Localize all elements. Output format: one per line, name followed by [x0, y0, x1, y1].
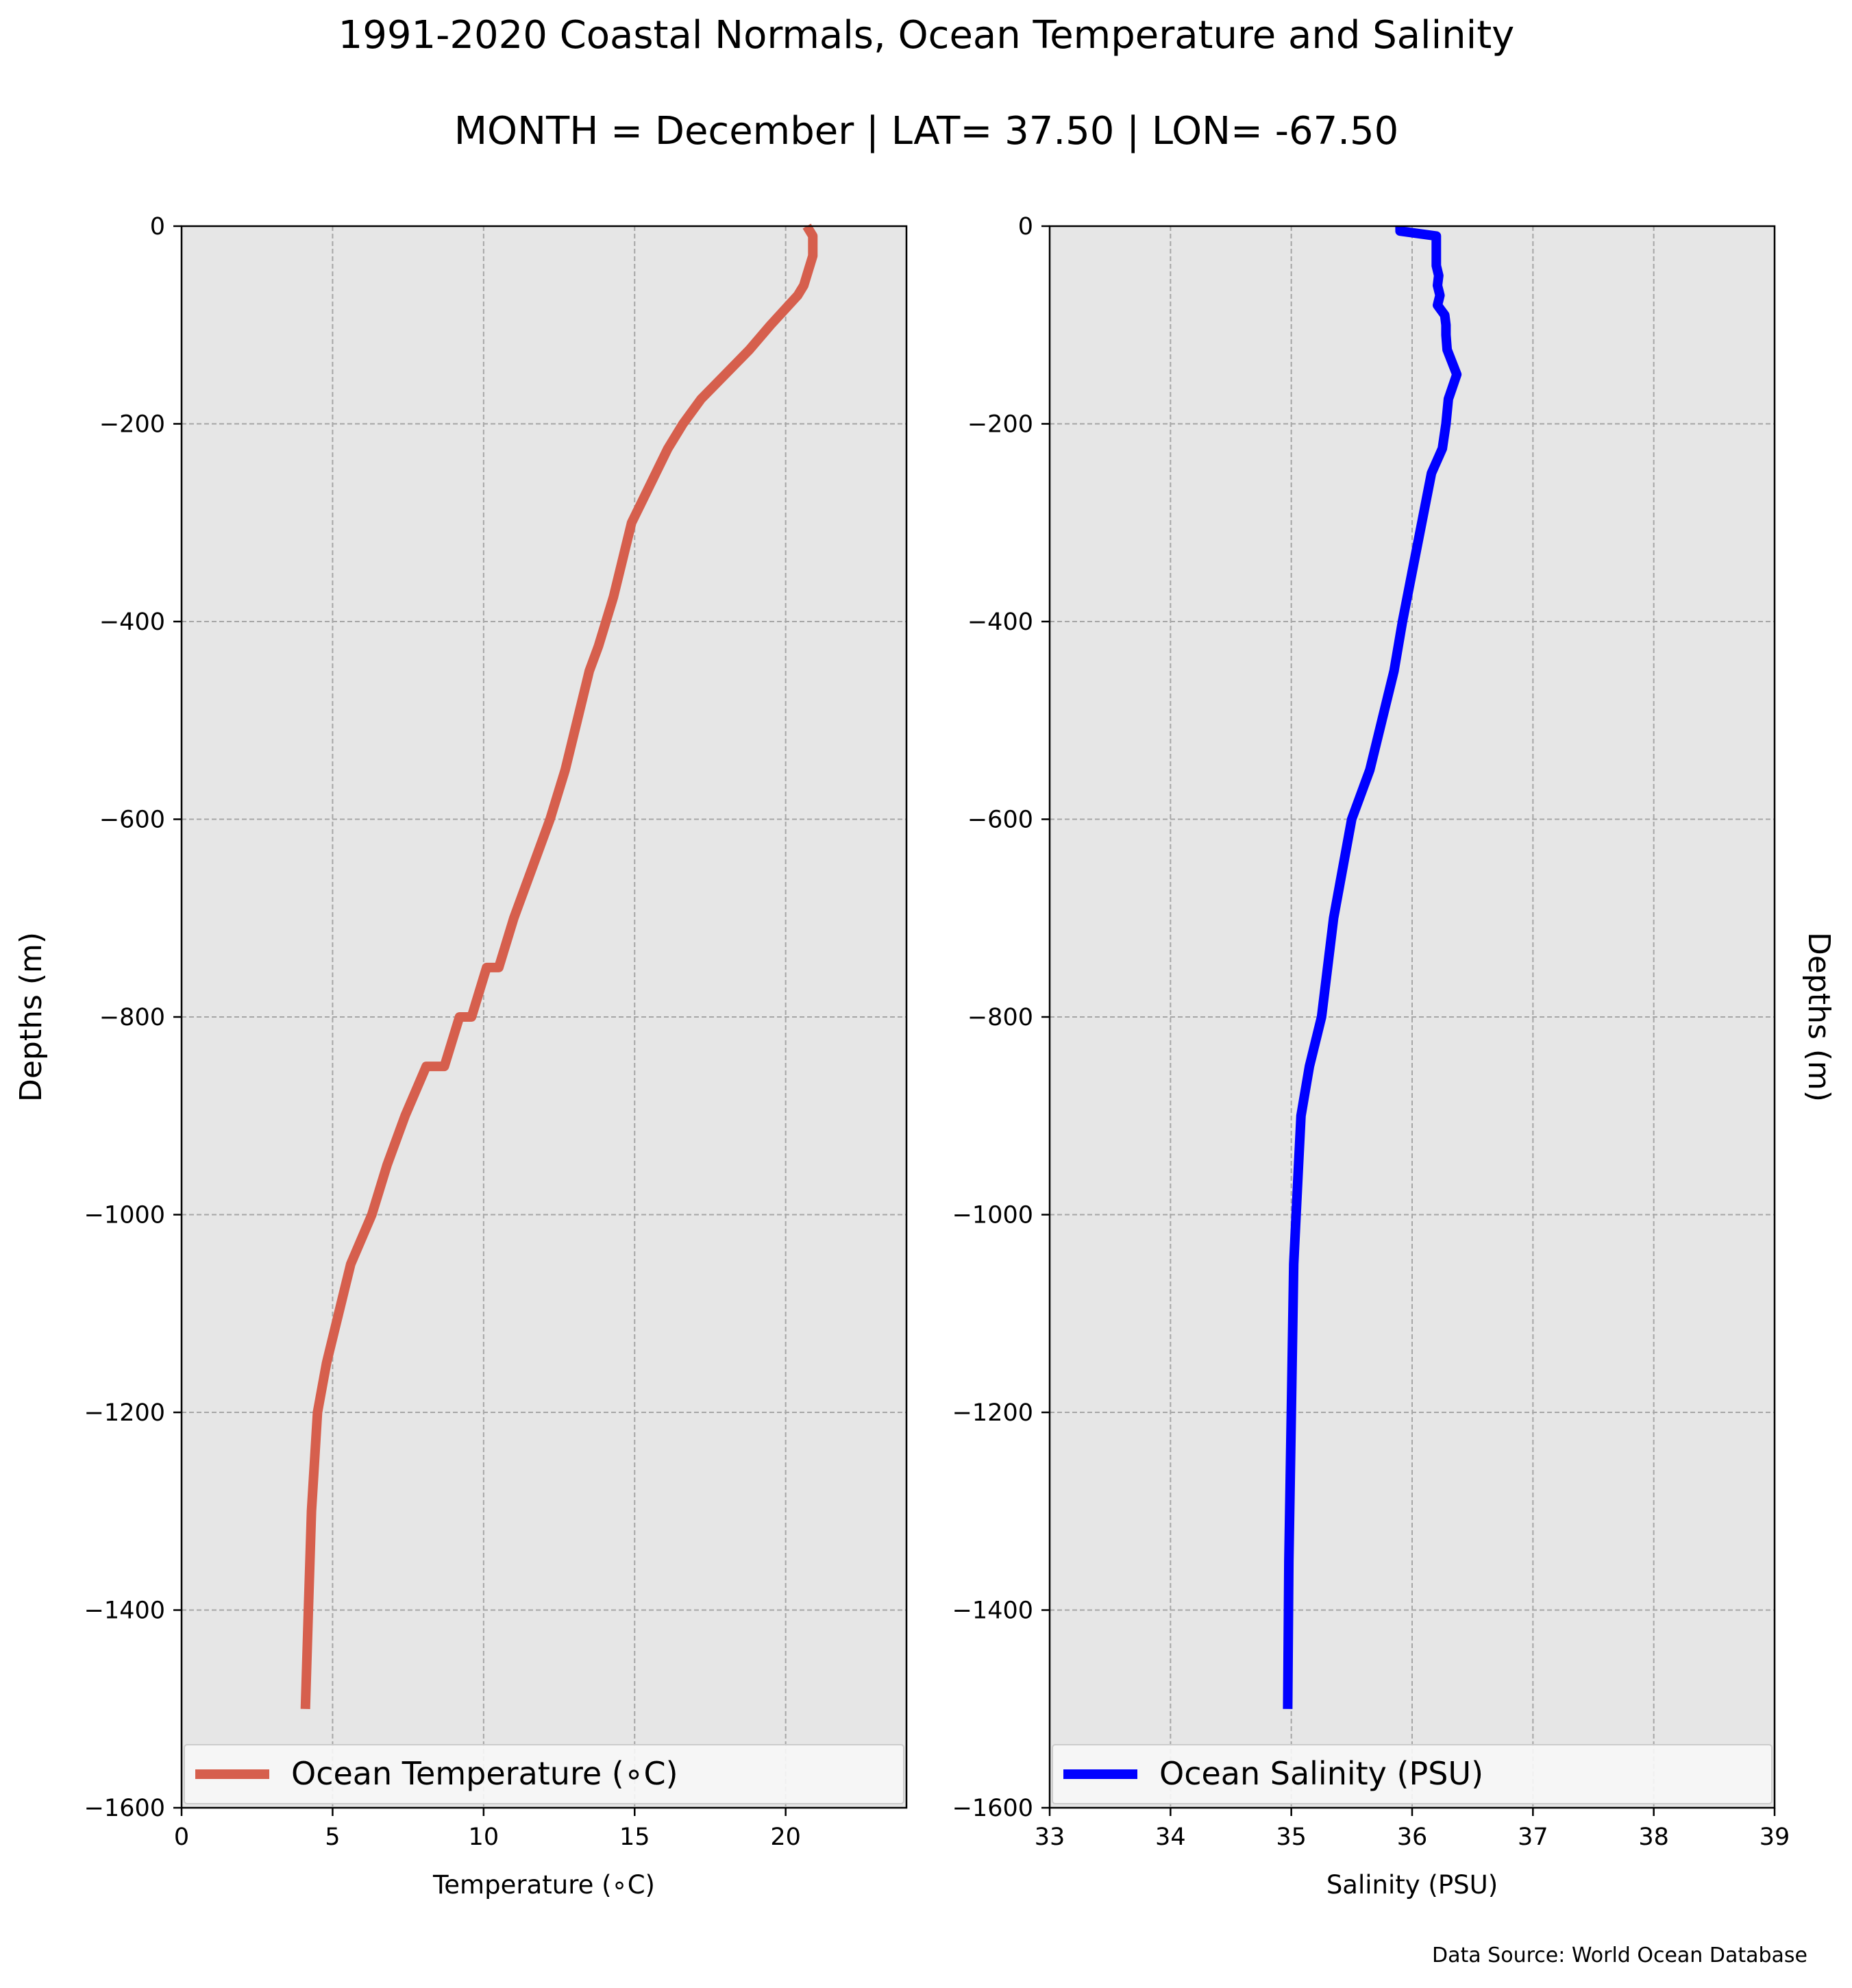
salinity-x-tick-label: 33 — [1035, 1824, 1065, 1851]
salinity-panel: 33 34 35 36 37 38 39 0 −200 −400 −600 −800 −1000 −120… — [952, 213, 1836, 1900]
temperature-panel: 0 5 10 15 20 0 −200 −400 −600 −800 −1000 −1200 −1400… — [14, 213, 908, 1900]
salinity-legend-box — [1052, 1744, 1773, 1804]
temperature-y-tick-label: −200 — [99, 411, 165, 439]
salinity-x-tick-label: 34 — [1155, 1824, 1186, 1851]
figure-title: 1991-2020 Coastal Normals, Ocean Tempera… — [338, 13, 1515, 58]
salinity-y-tick-label: −600 — [967, 807, 1033, 834]
salinity-x-tick-label: 38 — [1638, 1824, 1669, 1851]
temperature-x-axis-title: Temperature (∘C) — [432, 1870, 655, 1900]
salinity-y-tick-label: −800 — [967, 1004, 1033, 1031]
temperature-y-tick-label: −400 — [99, 609, 165, 636]
salinity-x-tick-label: 36 — [1397, 1824, 1428, 1851]
temperature-y-tick-label: −1600 — [84, 1795, 165, 1822]
temperature-x-tick-label: 0 — [174, 1824, 189, 1851]
salinity-y-tick-label: −1600 — [952, 1795, 1033, 1822]
salinity-legend: Ocean Salinity (PSU) — [1052, 1744, 1773, 1804]
temperature-y-tick-label: −800 — [99, 1004, 165, 1031]
temperature-y-tick-label: −600 — [99, 807, 165, 834]
salinity-y-tick-label: −1200 — [952, 1399, 1033, 1427]
temperature-x-tick-label: 10 — [469, 1824, 499, 1851]
salinity-x-axis-title: Salinity (PSU) — [1326, 1870, 1498, 1900]
salinity-legend-label: Ocean Salinity (PSU) — [1159, 1755, 1483, 1792]
temperature-profile-line — [300, 223, 818, 1710]
temperature-y-tick-label: −1400 — [84, 1597, 165, 1625]
salinity-y-tick-label: −200 — [967, 411, 1033, 439]
salinity-y-tick-label: −1400 — [952, 1597, 1033, 1625]
temperature-y-tick-label: 0 — [150, 213, 165, 241]
temperature-legend: Ocean Temperature (∘C) — [184, 1744, 904, 1804]
temperature-legend-label: Ocean Temperature (∘C) — [291, 1755, 678, 1792]
salinity-x-tick-label: 37 — [1518, 1824, 1548, 1851]
salinity-y-tick-label: −400 — [967, 609, 1033, 636]
temperature-y-tick-label: −1000 — [84, 1202, 165, 1229]
temperature-y-axis-title: Depths (m) — [14, 932, 49, 1102]
salinity-x-tick-label: 35 — [1276, 1824, 1307, 1851]
temperature-x-tick-label: 5 — [325, 1824, 340, 1851]
salinity-x-tick-label: 39 — [1760, 1824, 1790, 1851]
temperature-x-tick-label: 15 — [619, 1824, 650, 1851]
temperature-y-tick-label: −1200 — [84, 1399, 165, 1427]
salinity-profile-line — [1283, 226, 1462, 1709]
temperature-legend-box — [184, 1744, 904, 1804]
salinity-y-tick-label: 0 — [1018, 213, 1033, 241]
data-source-note: Data Source: World Ocean Database — [1432, 1943, 1807, 1967]
temperature-x-tick-label: 20 — [770, 1824, 801, 1851]
salinity-y-axis-title: Depths (m) — [1801, 932, 1836, 1102]
figure-subtitle: MONTH = December | LAT= 37.50 | LON= -67… — [454, 109, 1399, 154]
salinity-y-tick-label: −1000 — [952, 1202, 1033, 1229]
